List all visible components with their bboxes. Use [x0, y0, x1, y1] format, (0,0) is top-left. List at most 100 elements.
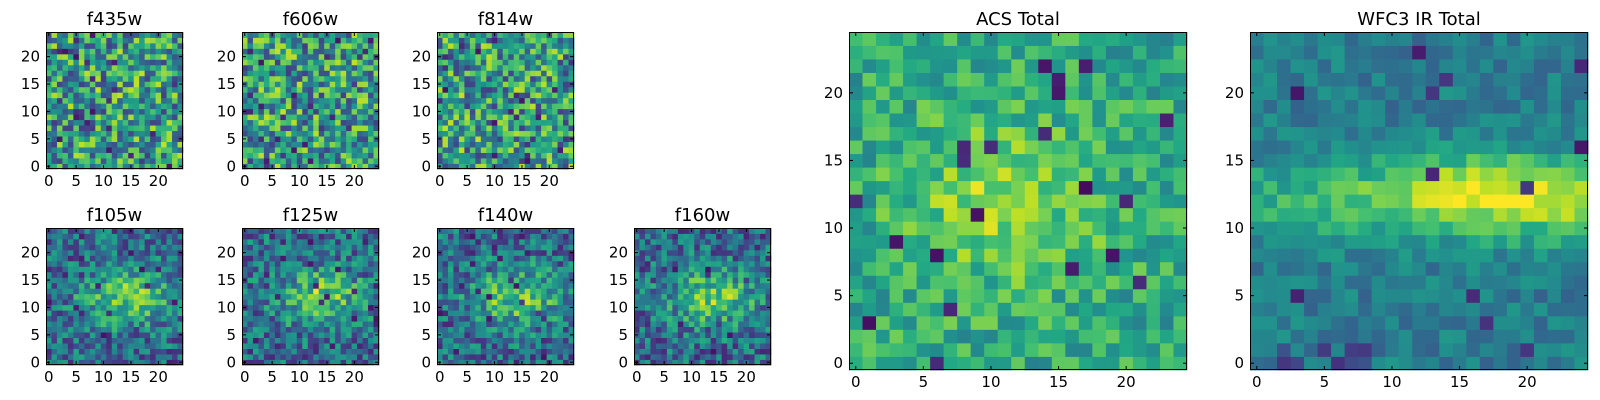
heatmap-cell — [139, 332, 146, 338]
heatmap-cell — [329, 332, 336, 338]
heatmap-cell — [357, 103, 363, 110]
heatmap-cell — [144, 158, 151, 164]
heatmap-cell — [1132, 221, 1147, 236]
heatmap-cell — [122, 260, 129, 267]
heatmap-cell — [285, 53, 292, 60]
heatmap-cell — [172, 288, 178, 295]
heatmap-cell — [106, 158, 113, 164]
heatmap-cell — [480, 326, 487, 333]
heatmap-cell — [876, 194, 890, 209]
heatmap-cell — [373, 86, 380, 93]
heatmap-cell — [1159, 356, 1174, 371]
heatmap-cell — [442, 315, 449, 322]
heatmap-cell — [568, 147, 575, 153]
heatmap-cell — [78, 288, 85, 295]
heatmap-cell — [307, 271, 314, 278]
heatmap-cell — [469, 125, 476, 132]
heatmap-cell — [329, 359, 336, 366]
heatmap-cell — [258, 75, 265, 82]
heatmap-cell — [644, 299, 651, 306]
heatmap-cell — [111, 103, 118, 110]
heatmap-cell — [997, 302, 1012, 317]
heatmap-cell — [263, 271, 270, 278]
heatmap-cell — [100, 326, 107, 333]
heatmap-cell — [710, 228, 717, 234]
heatmap-cell — [106, 299, 113, 306]
heatmap-cell — [313, 260, 320, 267]
heatmap-cell — [710, 244, 717, 251]
heatmap-cell — [1146, 180, 1161, 195]
heatmap-cell — [368, 130, 374, 137]
heatmap-cell — [1159, 234, 1174, 249]
heatmap-cell — [480, 293, 487, 300]
heatmap-cell — [307, 81, 314, 88]
heatmap-cell — [117, 266, 124, 273]
heatmap-cell — [546, 97, 553, 104]
heatmap-cell — [475, 42, 482, 49]
heatmap-cell — [133, 288, 140, 295]
heatmap-cell — [464, 48, 471, 55]
heatmap-cell — [296, 244, 303, 251]
heatmap-cell — [552, 255, 558, 262]
heatmap-cell — [480, 359, 487, 366]
heatmap-cell — [51, 92, 58, 99]
heatmap-cell — [247, 337, 254, 344]
heatmap-cell — [524, 152, 531, 159]
heatmap-cell — [122, 130, 129, 137]
heatmap-cell — [269, 92, 276, 99]
heatmap-cell — [475, 81, 482, 88]
heatmap-cell — [122, 277, 129, 284]
heatmap-cell — [519, 233, 526, 240]
heatmap-cell — [106, 163, 113, 170]
heatmap-cell — [699, 238, 706, 245]
heatmap-cell — [302, 315, 309, 322]
heatmap-cell — [373, 244, 380, 251]
heatmap-cell — [263, 141, 270, 148]
heatmap-cell — [1011, 194, 1026, 209]
heatmap-cell — [335, 130, 342, 137]
heatmap-cell — [362, 282, 369, 289]
heatmap-cell — [903, 167, 917, 182]
heatmap-cell — [340, 158, 347, 164]
heatmap-cell — [486, 354, 493, 360]
heatmap-cell — [133, 92, 140, 99]
heatmap-cell — [541, 130, 547, 137]
heatmap-cell — [351, 310, 358, 317]
heatmap-cell — [133, 141, 140, 148]
heatmap-cell — [172, 75, 178, 82]
heatmap-cell — [453, 299, 460, 306]
heatmap-cell — [563, 119, 569, 126]
heatmap-cell — [285, 64, 292, 71]
heatmap-cell — [340, 48, 347, 55]
heatmap-cell — [530, 158, 537, 164]
heatmap-cell — [357, 32, 363, 38]
heatmap-cell — [557, 119, 564, 126]
heatmap-cell — [513, 103, 520, 110]
heatmap-cell — [357, 321, 363, 328]
heatmap-cell — [743, 326, 750, 333]
heatmap-cell — [51, 42, 58, 49]
heatmap-cell — [464, 130, 471, 137]
heatmap-cell — [269, 255, 276, 262]
heatmap-cell — [447, 337, 454, 344]
heatmap-cell — [535, 249, 542, 256]
heatmap-cell — [530, 354, 537, 360]
heatmap-cell — [373, 343, 380, 349]
heatmap-cell — [144, 348, 151, 355]
heatmap-cell — [166, 326, 173, 333]
heatmap-cell — [1038, 275, 1053, 290]
heatmap-cell — [346, 271, 352, 278]
heatmap-cell — [155, 158, 162, 164]
heatmap-cell — [263, 238, 270, 245]
heatmap-cell — [710, 332, 717, 338]
heatmap-cell — [519, 86, 526, 93]
heatmap-cell — [1065, 342, 1080, 357]
heatmap-cell — [754, 233, 761, 240]
heatmap-cell — [513, 326, 520, 333]
heatmap-cell — [258, 337, 265, 344]
heatmap-cell — [150, 271, 156, 278]
heatmap-cell — [694, 249, 701, 256]
heatmap-cell — [269, 315, 276, 322]
heatmap-cell — [546, 282, 553, 289]
heatmap-cell — [106, 141, 113, 148]
